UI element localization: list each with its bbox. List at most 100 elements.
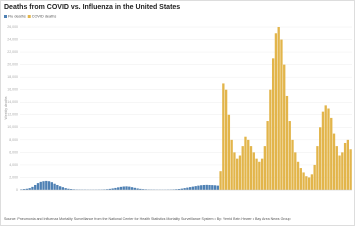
bar — [197, 185, 200, 190]
bar — [332, 133, 336, 190]
bar — [241, 146, 244, 190]
page: Deaths from COVID vs. Influenza in the U… — [0, 0, 355, 226]
bar — [136, 188, 139, 190]
bar — [175, 189, 178, 190]
bar — [341, 152, 344, 190]
bar — [255, 158, 258, 190]
bar — [111, 188, 114, 190]
bar — [307, 177, 311, 190]
bar — [283, 64, 286, 190]
bar — [346, 139, 350, 190]
legend-swatch — [4, 15, 7, 18]
bar — [280, 39, 283, 191]
bar — [335, 146, 338, 190]
bar — [205, 184, 208, 190]
bar — [316, 146, 319, 190]
bar — [200, 185, 203, 190]
legend-swatch — [27, 15, 31, 18]
bar — [186, 187, 189, 190]
bar — [133, 187, 136, 190]
bar — [114, 187, 117, 190]
bar — [117, 187, 120, 190]
bar — [128, 186, 131, 190]
bar — [28, 188, 31, 190]
bar — [56, 184, 59, 190]
bar — [47, 181, 51, 190]
bar — [119, 186, 123, 190]
bar — [330, 117, 333, 190]
bar — [147, 189, 150, 190]
bar — [274, 33, 278, 191]
bar — [53, 183, 56, 190]
bar — [31, 186, 34, 190]
bar — [180, 188, 184, 190]
bar — [285, 95, 289, 190]
bar — [64, 188, 67, 190]
bar — [327, 108, 330, 190]
y-tick-label: 10,000 — [7, 125, 18, 129]
bar — [130, 187, 134, 190]
bar — [258, 161, 261, 190]
bar — [252, 152, 255, 190]
y-tick-label: 22,000 — [7, 50, 18, 54]
bar — [25, 188, 29, 190]
bar — [324, 105, 327, 190]
bar — [213, 185, 217, 190]
bar — [310, 174, 314, 190]
bar — [319, 127, 322, 190]
y-tick-label: 18,000 — [7, 75, 18, 79]
bar — [139, 188, 142, 190]
bar — [302, 172, 305, 190]
bar — [61, 187, 65, 190]
bar — [321, 111, 325, 190]
bar — [294, 152, 297, 190]
bar — [211, 185, 214, 190]
bar — [39, 181, 42, 190]
y-tick-label: 20,000 — [7, 63, 18, 67]
bar — [233, 152, 236, 190]
frame — [0, 0, 355, 226]
bar — [216, 185, 219, 190]
bar — [172, 189, 175, 190]
bar — [105, 189, 109, 190]
bar — [249, 146, 253, 190]
bar — [266, 121, 269, 190]
bar — [75, 189, 78, 190]
bar — [194, 186, 197, 190]
bar — [263, 146, 267, 190]
bar — [260, 158, 264, 190]
bar — [183, 188, 186, 190]
bar — [70, 189, 73, 190]
bar — [238, 155, 242, 190]
bar — [224, 89, 228, 190]
bar — [269, 89, 272, 190]
bar — [177, 188, 181, 190]
bar — [291, 139, 294, 190]
y-tick-label: 24,000 — [7, 37, 18, 41]
bar — [244, 136, 247, 190]
bar — [288, 121, 291, 190]
bar — [236, 158, 239, 190]
bar — [247, 139, 250, 190]
bar — [34, 184, 37, 190]
bar — [305, 176, 308, 190]
bar — [222, 83, 225, 190]
bar — [202, 184, 206, 190]
y-tick-label: 8,000 — [9, 138, 18, 142]
bar — [349, 149, 352, 190]
bar — [230, 139, 233, 190]
chart-title: Deaths from COVID vs. Influenza in the U… — [4, 4, 180, 11]
bar — [144, 189, 148, 190]
bar — [313, 164, 316, 190]
y-tick-label: 6,000 — [9, 150, 18, 154]
bar — [277, 27, 280, 190]
bar — [338, 155, 341, 190]
legend-label: Flu deaths — [8, 15, 26, 19]
y-axis-label: Weekly deaths — [4, 96, 8, 119]
bar — [42, 181, 45, 190]
bar — [227, 114, 231, 190]
y-tick-label: 2,000 — [9, 175, 18, 179]
bar — [108, 188, 112, 190]
bar — [299, 168, 302, 190]
bar — [122, 186, 125, 190]
